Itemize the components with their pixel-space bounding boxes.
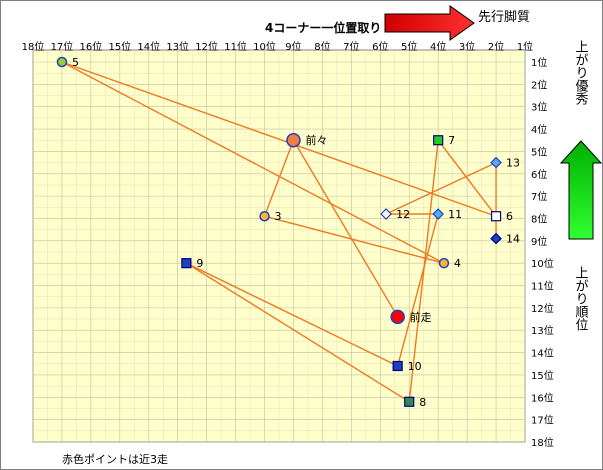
y-tick-label: 5位 [531, 145, 547, 158]
x-tick-label: 17位 [51, 40, 74, 53]
y-tick-label: 16位 [531, 391, 554, 404]
connector-line [437, 139, 497, 217]
footnote: 赤色ポイントは近3走 [62, 452, 168, 466]
x-tick-label: 11位 [224, 40, 247, 53]
point-label: 4 [454, 257, 461, 270]
connector-line [61, 61, 497, 217]
point-label: 7 [448, 134, 455, 147]
connector-line [186, 262, 410, 403]
y-tick-label: 10位 [531, 257, 554, 270]
connector-line [263, 139, 295, 217]
point-7[interactable] [433, 135, 444, 146]
point-9[interactable] [181, 258, 192, 269]
point-label: 9 [196, 257, 203, 270]
x-tick-label: 2位 [488, 40, 504, 53]
y-tick-label: 4位 [531, 123, 547, 136]
y-tick-label: 9位 [531, 235, 547, 248]
point-3[interactable] [259, 210, 270, 222]
point-13[interactable] [490, 156, 502, 169]
point-label: 10 [408, 360, 422, 373]
x-tick-label: 3位 [459, 40, 475, 53]
point-label: 13 [506, 157, 520, 170]
y-tick-label: 6位 [531, 168, 547, 181]
y-tick-label: 13位 [531, 324, 554, 337]
point-label: 6 [506, 210, 513, 223]
x-tick-label: 12位 [195, 40, 218, 53]
point-label: 8 [419, 396, 426, 409]
y-tick-label: 3位 [531, 101, 547, 114]
point-label: 14 [506, 233, 520, 246]
y-tick-label: 17位 [531, 414, 554, 427]
point-label: 前走 [410, 310, 432, 324]
x-tick-label: 16位 [80, 40, 103, 53]
point-14[interactable] [490, 232, 502, 245]
point-前々[interactable] [286, 132, 301, 148]
y-tick-label: 18位 [531, 436, 554, 449]
point-10[interactable] [392, 360, 403, 372]
point-label: 3 [275, 210, 282, 223]
point-6[interactable] [490, 211, 502, 222]
connector-line [186, 262, 398, 367]
x-tick-label: 10位 [253, 40, 276, 53]
x-tick-label: 6位 [372, 40, 388, 53]
x-tick-label: 9位 [285, 40, 301, 53]
y-tick-label: 7位 [531, 190, 547, 203]
y-tick-label: 14位 [531, 347, 554, 360]
point-8[interactable] [404, 396, 415, 407]
side-bottom-label: 上がり順位 [573, 266, 589, 331]
point-label: 前々 [305, 133, 327, 147]
point-label: 12 [396, 208, 410, 221]
x-tick-label: 14位 [137, 40, 160, 53]
point-5[interactable] [56, 56, 68, 68]
top-arrow [384, 5, 475, 41]
x-tick-label: 1位 [517, 40, 533, 53]
connector-line [396, 213, 439, 367]
point-11[interactable] [432, 208, 445, 220]
y-tick-label: 12位 [531, 302, 554, 315]
connector-line [61, 61, 445, 264]
x-tick-label: 13位 [166, 40, 189, 53]
point-前走[interactable] [390, 309, 405, 325]
x-tick-label: 7位 [343, 40, 359, 53]
x-tick-label: 8位 [314, 40, 330, 53]
connector-line [292, 139, 399, 318]
y-tick-label: 15位 [531, 369, 554, 382]
y-tick-label: 11位 [531, 280, 554, 293]
side-top-label: 上がり優秀 [573, 40, 589, 106]
y-tick-label: 1位 [531, 56, 547, 69]
x-tick-label: 4位 [430, 40, 446, 53]
connector-line [385, 161, 497, 215]
point-label: 11 [448, 208, 462, 221]
x-tick-label: 18位 [22, 40, 45, 53]
x-tick-label: 15位 [108, 40, 131, 53]
connector-line [264, 215, 445, 264]
point-label: 5 [72, 56, 79, 69]
point-12[interactable] [380, 208, 392, 220]
x-tick-label: 5位 [401, 40, 417, 53]
y-tick-label: 2位 [531, 78, 547, 91]
chart-title: 4コーナー一位置取り [265, 20, 381, 35]
y-tick-label: 8位 [531, 212, 547, 225]
point-4[interactable] [438, 257, 450, 269]
top-arrow-label: 先行脚質 [478, 9, 530, 25]
side-up-arrow [559, 140, 603, 240]
